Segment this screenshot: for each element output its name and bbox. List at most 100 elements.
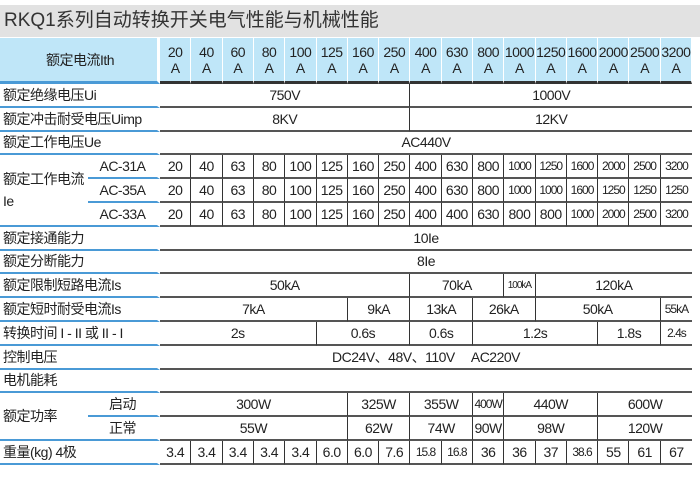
rating-unit: A <box>202 59 211 76</box>
value-cell: 36 <box>504 440 536 465</box>
value-cell: 1.2s <box>472 321 599 346</box>
rating-unit: A <box>577 59 587 76</box>
value-cell: 2500 <box>629 202 661 227</box>
value-cell: 1000 <box>535 179 567 203</box>
value-cell: 400 <box>410 155 442 180</box>
value-cell: 3.4 <box>285 440 317 465</box>
rating-header: 125 A <box>316 38 348 84</box>
rating-header: 250 A <box>379 38 411 84</box>
value-cell: 400 <box>441 202 473 227</box>
rating-unit: A <box>264 59 274 76</box>
sub-label: AC-35A <box>88 179 161 203</box>
row-label: 额定绝缘电压Ui <box>0 84 161 108</box>
value-cell: AC440V <box>160 132 693 156</box>
value-cell: 250 <box>379 202 411 227</box>
value-cell: 80 <box>253 202 286 227</box>
value-cell: 3.4 <box>160 440 192 465</box>
rating-value: 250 <box>383 43 406 60</box>
header-label: 额定电流Ith <box>0 38 161 84</box>
sub-label: 启动 <box>88 393 161 418</box>
value-cell: 100 <box>285 155 317 180</box>
value-cell: 2.4s <box>660 322 693 346</box>
value-cell: 20 <box>160 202 192 227</box>
value-cell: 1250 <box>535 155 567 180</box>
value-cell: 325W <box>347 393 411 418</box>
value-cell: 2000 <box>598 202 630 227</box>
table-row: AC-35A 20 40 63 80 100 125 160 250 400 630 800 1000 1… <box>0 179 693 203</box>
value-cell: 1600 <box>566 179 599 203</box>
table-row: 额定短时耐受电流Is 7kA 9kA 13kA 26kA 50kA 55kA <box>0 298 693 322</box>
row-label: 转换时间 I - II 或 II - I <box>0 321 161 346</box>
rating-header: 40 A <box>191 38 223 84</box>
value-cell: 3200 <box>660 155 693 180</box>
row-label: 重量(kg) 4极 <box>0 440 161 465</box>
rating-unit: A <box>233 59 243 76</box>
value-cell: 0.6s <box>410 321 473 346</box>
rating-header: 2000 A <box>598 38 630 84</box>
value-cell: 600W <box>598 393 693 418</box>
value-cell: 2s <box>160 321 317 346</box>
table-row: AC-33A 20 40 63 80 100 125 160 250 400 400 630 800 80… <box>0 202 693 227</box>
value-cell: 7kA <box>160 298 348 322</box>
value-cell: 400 <box>410 179 442 203</box>
table-row: 电机能耗 <box>0 369 693 394</box>
value-cell: 0.6s <box>316 321 411 346</box>
value-cell: 40 <box>191 179 223 203</box>
value-cell: 3.4 <box>191 440 223 465</box>
group-label: 额定功率 <box>0 393 88 441</box>
value-cell: 50kA <box>160 274 411 299</box>
value-cell: 355W <box>410 393 473 418</box>
rating-header: 3200 A <box>660 38 693 84</box>
value-cell: 63 <box>222 202 254 227</box>
rating-header: 800 A <box>472 38 505 84</box>
value-cell: 800 <box>504 202 536 227</box>
value-cell: 100kA <box>504 274 536 299</box>
value-cell: 120kA <box>535 274 693 299</box>
rating-unit: A <box>671 59 681 76</box>
value-cell: 13kA <box>410 298 473 322</box>
rating-unit: A <box>546 59 556 76</box>
value-cell: 7.6 <box>379 440 411 465</box>
value-cell: 630 <box>441 155 473 180</box>
value-cell: 1600 <box>566 155 599 180</box>
value-cell: 8KV <box>160 107 411 132</box>
rating-unit: A <box>608 59 618 76</box>
rating-header: 1600 A <box>566 38 599 84</box>
value-cell: 40 <box>191 155 223 180</box>
row-label: 额定分断能力 <box>0 250 161 275</box>
sub-label: AC-33A <box>88 202 161 227</box>
value-cell: 400 <box>410 202 442 227</box>
row-label: 额定接通能力 <box>0 226 161 251</box>
row-label: 额定限制短路电流Is <box>0 274 161 299</box>
row-label: 电机能耗 <box>0 369 161 394</box>
rating-unit: A <box>295 59 305 76</box>
value-cell: 80 <box>253 179 286 203</box>
value-cell: 160 <box>347 202 380 227</box>
rating-value: 80 <box>261 43 277 60</box>
table-row: 转换时间 I - II 或 II - I 2s 0.6s 0.6s 1.2s 1.8s 2.… <box>0 321 693 346</box>
value-cell: 800 <box>472 179 505 203</box>
value-cell: 800 <box>535 202 567 227</box>
value-cell: 400W <box>472 393 505 418</box>
value-cell: 15.8 <box>410 440 442 465</box>
rating-unit: A <box>483 59 493 76</box>
value-cell: 125 <box>316 179 348 203</box>
value-cell: 63 <box>222 155 254 180</box>
value-cell: 12KV <box>410 108 693 132</box>
group-label: 额定工作电流 Ie <box>0 155 88 227</box>
rating-unit: A <box>327 59 337 76</box>
rating-unit: A <box>640 59 650 76</box>
value-cell: 1250 <box>629 179 661 203</box>
value-cell: DC24V、48V、110V AC220V <box>160 346 693 370</box>
rating-value: 160 <box>352 43 374 60</box>
value-cell: 160 <box>347 155 380 180</box>
value-cell: 36 <box>472 440 505 465</box>
rating-header: 80 A <box>253 38 286 84</box>
row-label: 控制电压 <box>0 345 161 370</box>
table-row: 正常 55W 62W 74W 90W 98W 120W <box>0 417 693 441</box>
value-cell: 120W <box>598 417 693 441</box>
rating-value: 2000 <box>598 43 629 60</box>
value-cell: 125 <box>316 202 348 227</box>
rating-value: 630 <box>445 43 468 60</box>
value-cell: 61 <box>629 440 661 465</box>
